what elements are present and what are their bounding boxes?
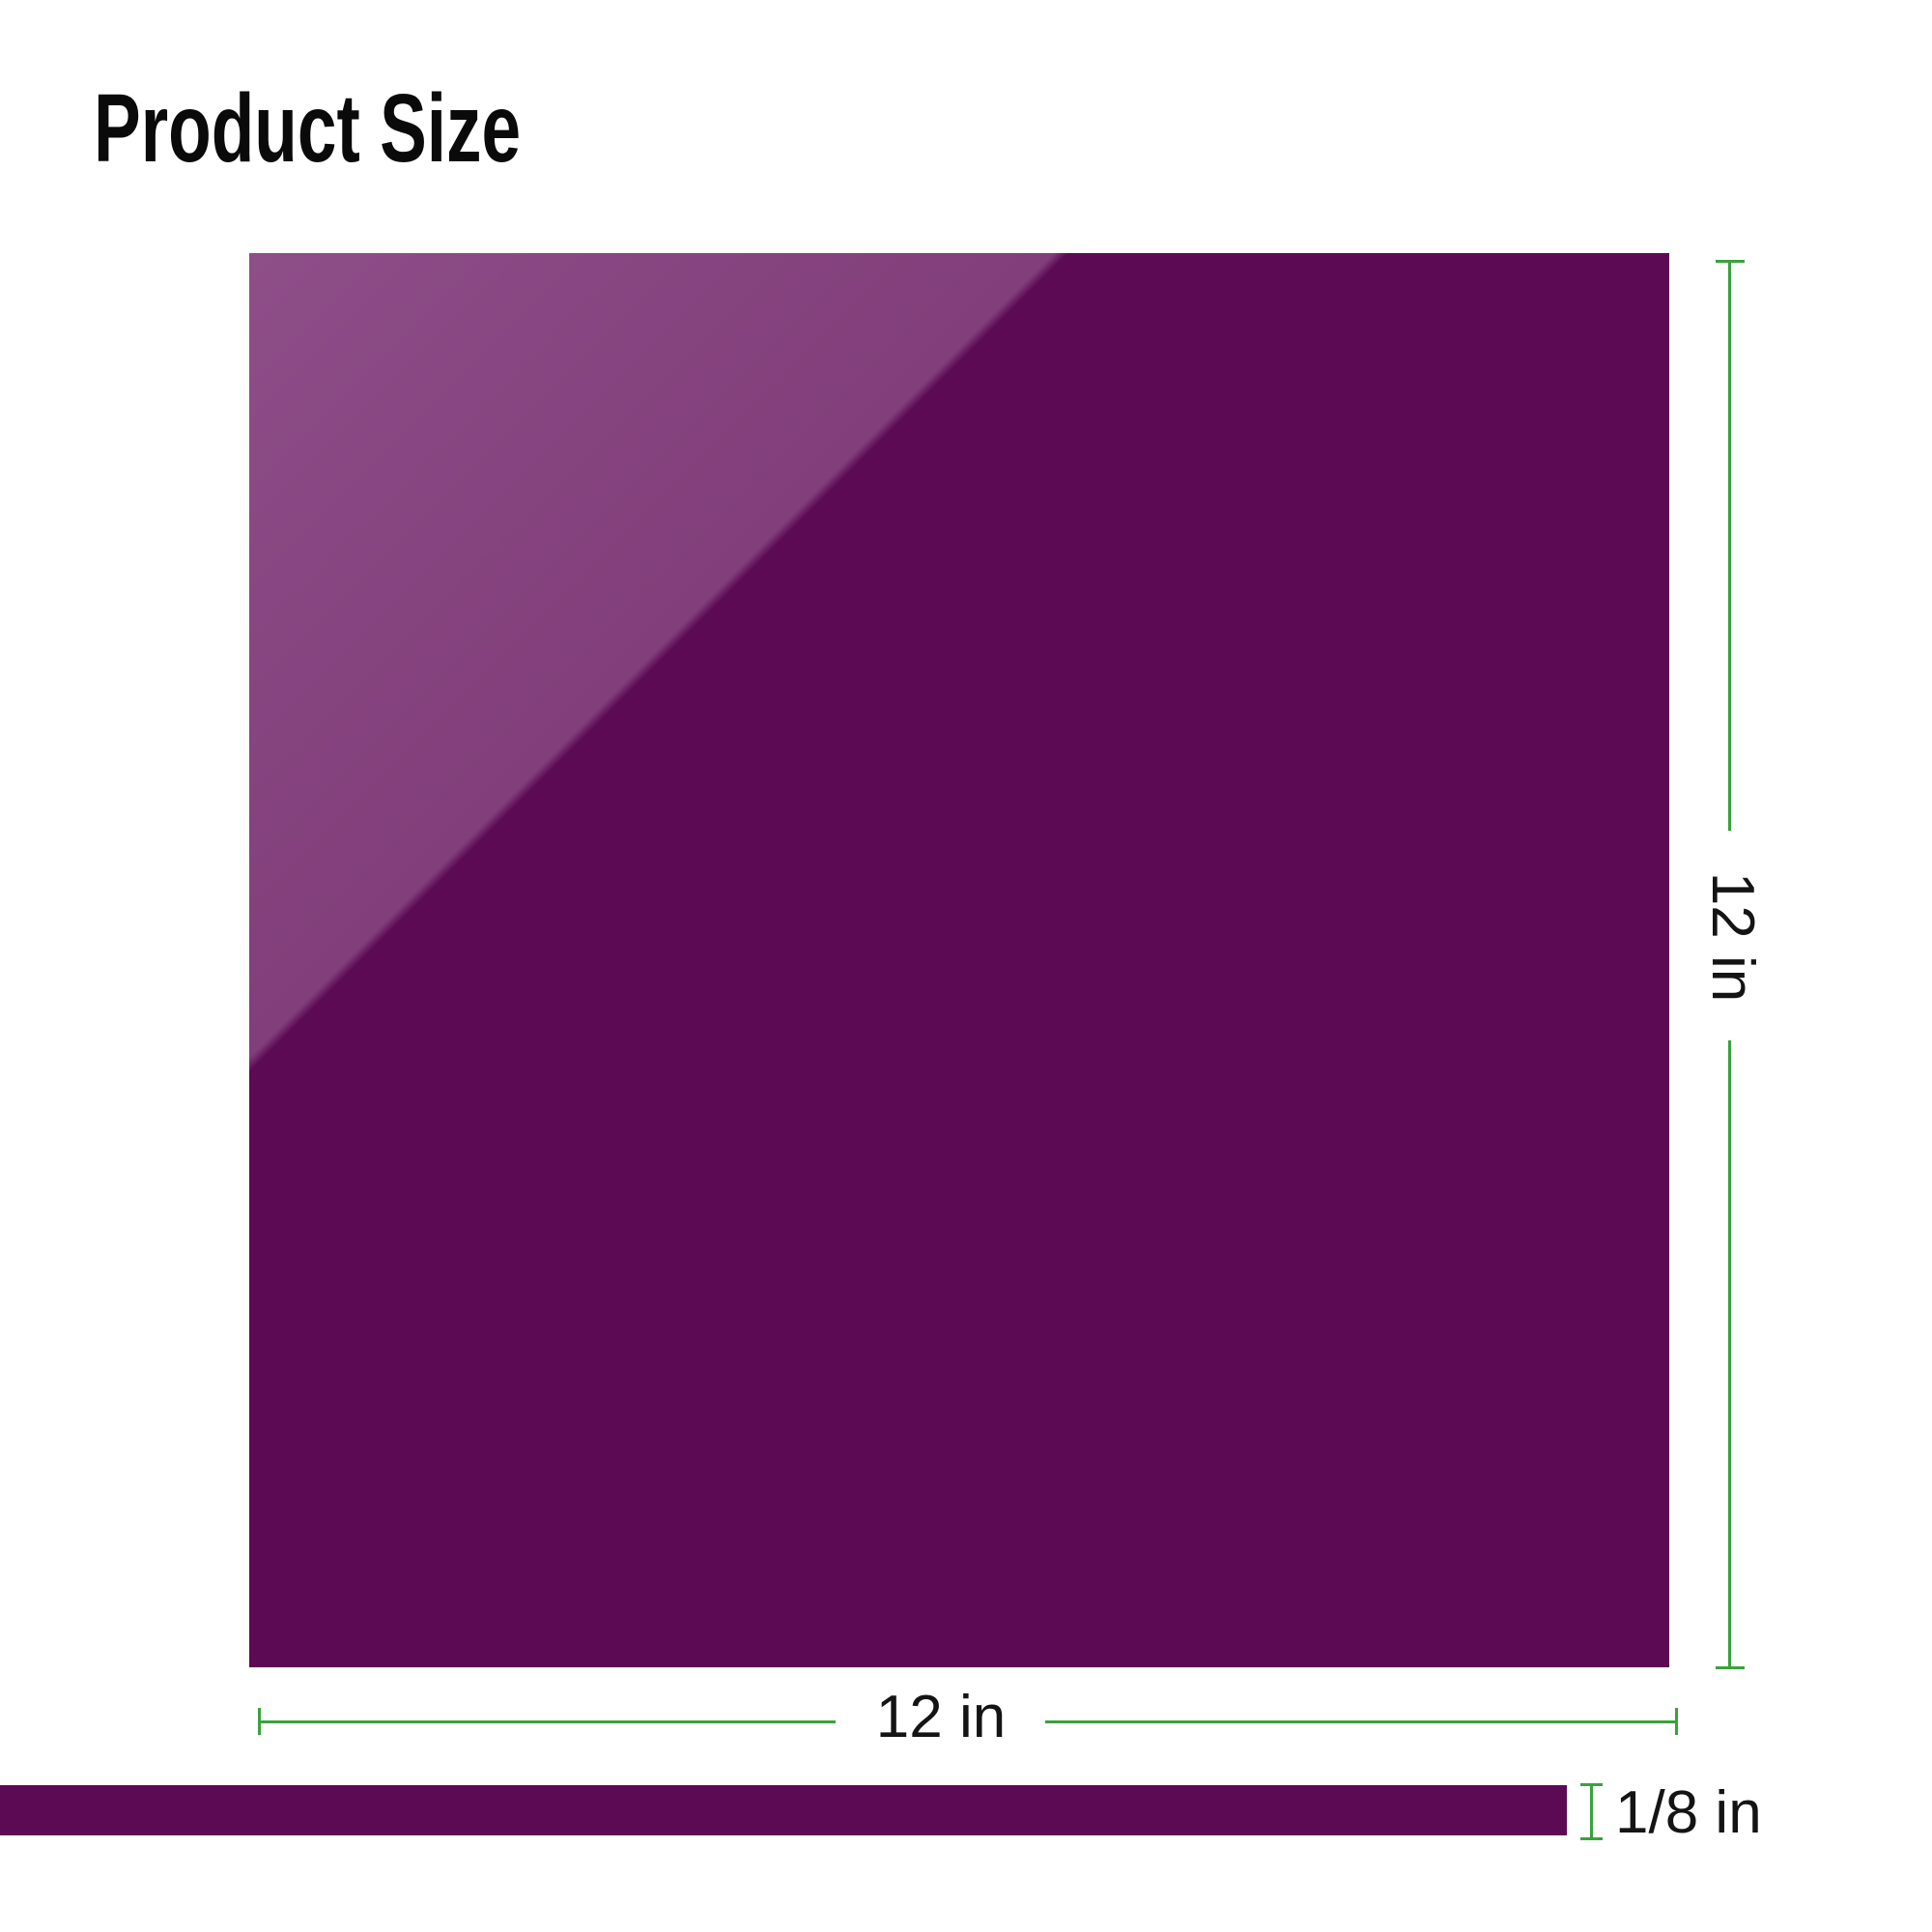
acrylic-sheet-edge-view <box>0 1785 1567 1835</box>
height-dimension-line <box>1728 261 1731 831</box>
width-label: 12 in <box>875 1684 1007 1750</box>
width-dimension-line <box>258 1720 836 1723</box>
thickness-dimension-line <box>1590 1783 1593 1840</box>
thickness-dimension-bottom-tick <box>1580 1837 1603 1840</box>
width-dimension-line <box>1045 1720 1677 1723</box>
thickness-label: 1/8 in <box>1615 1779 1762 1846</box>
height-dimension-bottom-tick <box>1716 1666 1745 1669</box>
acrylic-sheet-front-view <box>249 253 1669 1667</box>
width-dimension-right-tick <box>1675 1708 1678 1735</box>
page-title: Product Size <box>94 74 522 183</box>
height-dimension-line <box>1728 1040 1731 1668</box>
height-label: 12 in <box>1699 871 1766 1003</box>
